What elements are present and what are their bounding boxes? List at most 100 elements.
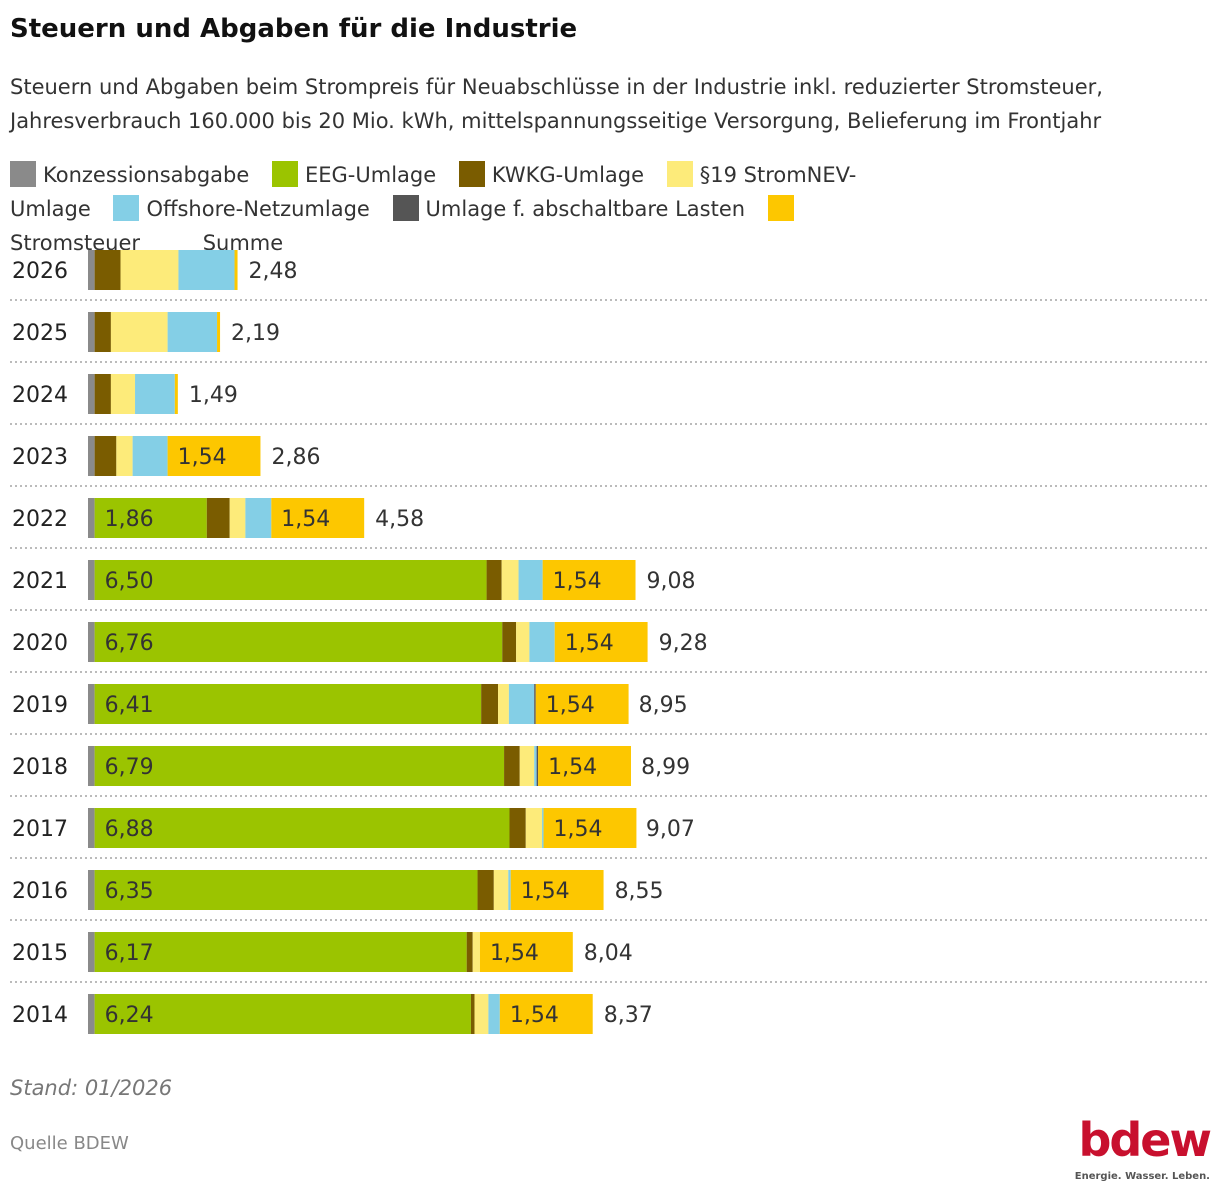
category-label: 2020 xyxy=(12,631,68,656)
segment-label: 1,86 xyxy=(105,507,154,532)
bdew-logo: bdew Energie. Wasser. Leben. xyxy=(1075,1112,1212,1184)
bar-segment xyxy=(94,250,121,290)
bar-segment xyxy=(88,746,95,786)
total-label: 8,99 xyxy=(641,755,690,780)
category-label: 2017 xyxy=(12,817,68,842)
segment-label: 6,79 xyxy=(105,755,154,780)
legend: Konzessionsabgabe EEG-Umlage KWKG-Umlage… xyxy=(10,158,910,260)
category-label: 2021 xyxy=(12,569,68,594)
source-note: Quelle BDEW xyxy=(10,1133,129,1154)
bar-segment xyxy=(479,932,573,972)
bar-segment xyxy=(217,312,221,352)
bar-segment xyxy=(167,436,261,476)
total-label: 9,28 xyxy=(659,631,708,656)
total-label: 8,04 xyxy=(584,941,633,966)
segment-label: 1,54 xyxy=(554,817,603,842)
legend-label: KWKG-Umlage xyxy=(491,163,645,187)
legend-item: §19 StromNEV-Umlage xyxy=(10,161,857,221)
bar-segment xyxy=(504,746,520,786)
total-label: 9,07 xyxy=(646,817,695,842)
bar-segment xyxy=(477,870,494,910)
bar-segment xyxy=(486,560,502,600)
bar-segment xyxy=(542,560,636,600)
bar-segment xyxy=(499,994,593,1034)
segment-label: 1,54 xyxy=(521,879,570,904)
bar-segment xyxy=(493,870,509,910)
bar-segment xyxy=(110,374,136,414)
bar-segment xyxy=(488,994,500,1034)
segment-label: 6,24 xyxy=(105,1003,154,1028)
legend-swatch xyxy=(271,161,298,187)
bar-segment xyxy=(88,994,95,1034)
bar-segment xyxy=(501,560,519,600)
bar-segment xyxy=(206,498,230,538)
bar-segment xyxy=(535,684,629,724)
category-label: 2023 xyxy=(12,445,68,470)
bar-segment xyxy=(234,250,238,290)
legend-label: Umlage f. abschaltbare Lasten xyxy=(425,197,746,221)
segment-label: 1,54 xyxy=(510,1003,559,1028)
bar-segment xyxy=(94,312,111,352)
total-label: 2,86 xyxy=(271,445,320,470)
segment-label: 1,54 xyxy=(490,941,539,966)
category-label: 2026 xyxy=(12,259,68,284)
bar-segment xyxy=(110,312,168,352)
total-label: 1,49 xyxy=(189,383,238,408)
bar-segment xyxy=(508,870,511,910)
bar-segment xyxy=(271,498,365,538)
bar-segment xyxy=(94,870,478,910)
chart-subtitle: Steuern und Abgaben beim Strompreis für … xyxy=(10,75,1103,133)
bar-segment xyxy=(536,746,539,786)
category-label: 2016 xyxy=(12,879,68,904)
bar-segment xyxy=(88,808,95,848)
legend-item: Konzessionsabgabe xyxy=(10,161,249,187)
legend-swatch xyxy=(458,161,485,187)
bar-segment xyxy=(509,808,526,848)
bar-segment xyxy=(88,250,95,290)
bar-segment xyxy=(519,746,535,786)
bar-segment xyxy=(498,684,509,724)
legend-item: Umlage f. abschaltbare Lasten xyxy=(392,195,746,221)
bar-segment xyxy=(94,684,482,724)
bar-segment xyxy=(120,250,179,290)
legend-swatch xyxy=(767,195,794,221)
legend-swatch xyxy=(392,195,419,221)
bar-segment xyxy=(88,932,95,972)
segment-label: 1,54 xyxy=(553,569,602,594)
total-label: 2,19 xyxy=(231,321,280,346)
legend-item: KWKG-Umlage xyxy=(458,161,645,187)
bar-segment xyxy=(88,622,95,662)
category-label: 2025 xyxy=(12,321,68,346)
legend-label: §19 StromNEV-Umlage xyxy=(10,163,857,221)
bar-segment xyxy=(88,560,95,600)
segment-label: 6,17 xyxy=(105,941,154,966)
bar-segment xyxy=(245,498,272,538)
legend-item: EEG-Umlage xyxy=(271,161,436,187)
bar-segment xyxy=(94,622,503,662)
bar-segment xyxy=(466,932,473,972)
bar-segment xyxy=(525,808,543,848)
bar-segment xyxy=(94,436,117,476)
bar-segment xyxy=(178,250,235,290)
stand-note: Stand: 01/2026 xyxy=(10,1076,173,1100)
bar-segment xyxy=(94,932,467,972)
bar-segment xyxy=(516,622,530,662)
category-label: 2024 xyxy=(12,383,68,408)
bar-segment xyxy=(554,622,648,662)
bar-segment xyxy=(502,622,517,662)
bar-segment xyxy=(534,684,536,724)
bar-segment xyxy=(88,436,95,476)
segment-label: 1,54 xyxy=(546,693,595,718)
bar-segment xyxy=(94,994,471,1034)
bar-segment xyxy=(529,622,555,662)
bar-segment xyxy=(132,436,168,476)
segment-label: 6,88 xyxy=(105,817,154,842)
bar-segment xyxy=(472,932,480,972)
category-label: 2019 xyxy=(12,693,68,718)
bar-segment xyxy=(94,560,487,600)
bar-segment xyxy=(534,746,537,786)
bar-segment xyxy=(538,746,631,786)
legend-label: Offshore-Netzumlage xyxy=(146,197,370,221)
logo-wordmark: bdew xyxy=(1078,1113,1212,1167)
bar-segment xyxy=(167,312,218,352)
